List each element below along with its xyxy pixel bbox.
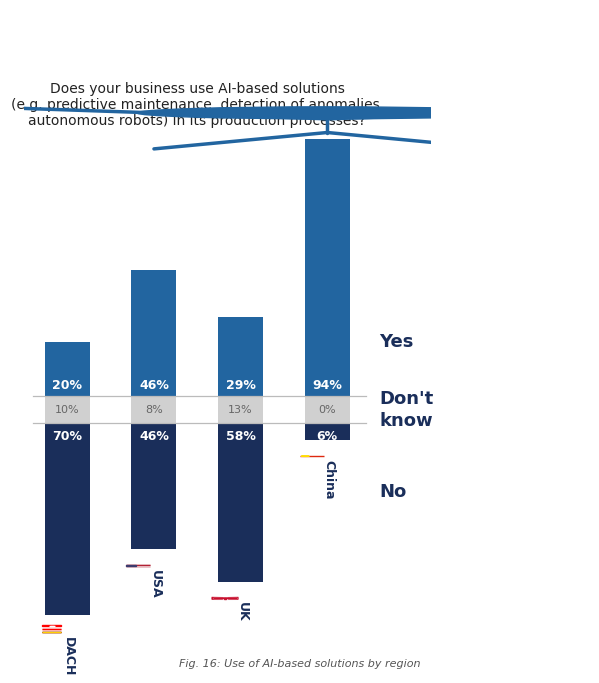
Circle shape: [137, 107, 518, 119]
Text: 46%: 46%: [139, 430, 169, 443]
Text: 70%: 70%: [52, 430, 82, 443]
Text: 20%: 20%: [52, 379, 82, 392]
Bar: [305, 423, 350, 440]
Bar: [305, 139, 350, 396]
Text: China: China: [322, 460, 335, 500]
Text: USA: USA: [149, 570, 162, 598]
Bar: [45, 423, 90, 615]
Text: 13%: 13%: [228, 405, 253, 415]
Text: Don't
know: Don't know: [379, 390, 434, 430]
Text: 6%: 6%: [317, 430, 338, 443]
Text: DACH: DACH: [62, 637, 75, 677]
Bar: [131, 270, 177, 396]
Text: 46%: 46%: [139, 379, 169, 392]
Bar: [305, 396, 350, 423]
Bar: [131, 396, 177, 423]
Text: Does your business use AI-based solutions
(e.g. predictive maintenance, detectio: Does your business use AI-based solution…: [11, 82, 384, 128]
Bar: [45, 342, 90, 396]
Bar: [45, 396, 90, 423]
Text: 29%: 29%: [226, 379, 256, 392]
Bar: [218, 423, 263, 582]
Bar: [131, 423, 177, 549]
Text: Fig. 16: Use of AI-based solutions by region: Fig. 16: Use of AI-based solutions by re…: [179, 659, 420, 669]
Text: 58%: 58%: [226, 430, 256, 443]
Text: No: No: [379, 483, 407, 501]
Bar: [218, 396, 263, 423]
Text: 0%: 0%: [319, 405, 336, 415]
Text: 8%: 8%: [145, 405, 163, 415]
Text: 10%: 10%: [55, 405, 80, 415]
Bar: [218, 317, 263, 396]
Text: Yes: Yes: [379, 333, 414, 350]
Text: 94%: 94%: [312, 379, 342, 392]
Text: UK: UK: [235, 602, 249, 622]
